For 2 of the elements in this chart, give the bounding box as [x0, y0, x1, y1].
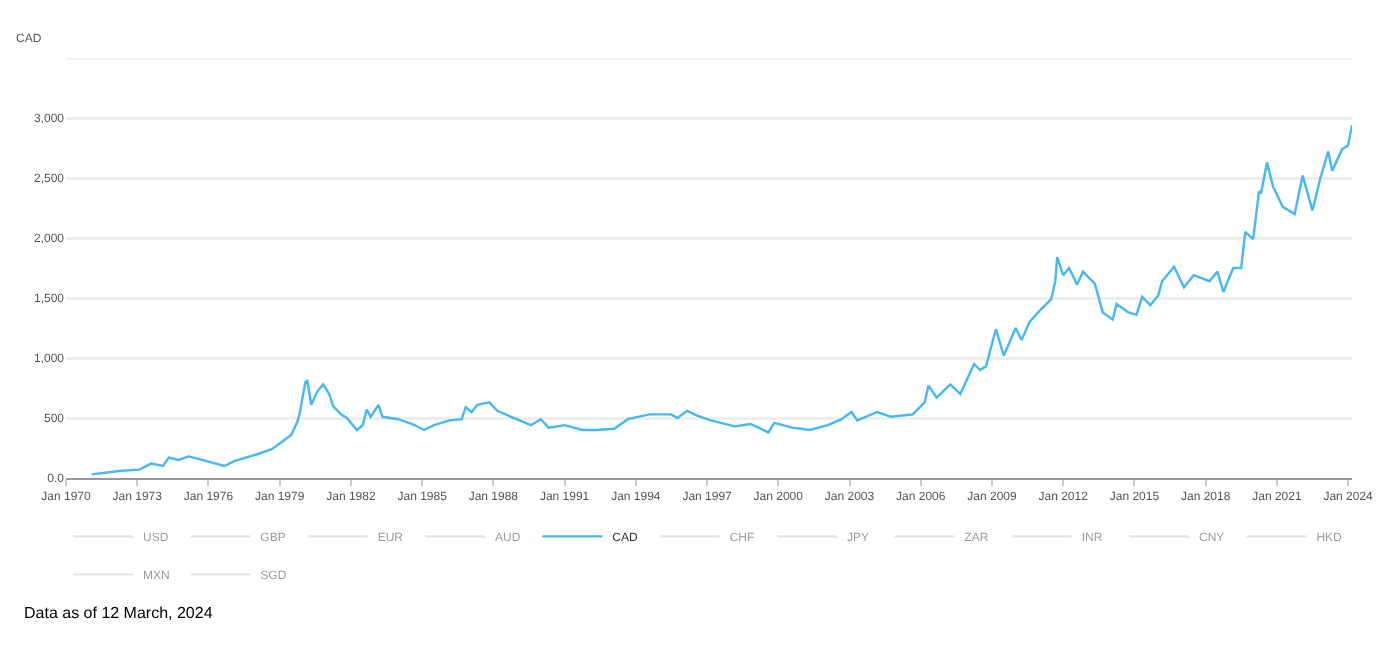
line-series [90, 124, 1352, 476]
text: Data as of 12 March, 2024 [24, 604, 214, 622]
